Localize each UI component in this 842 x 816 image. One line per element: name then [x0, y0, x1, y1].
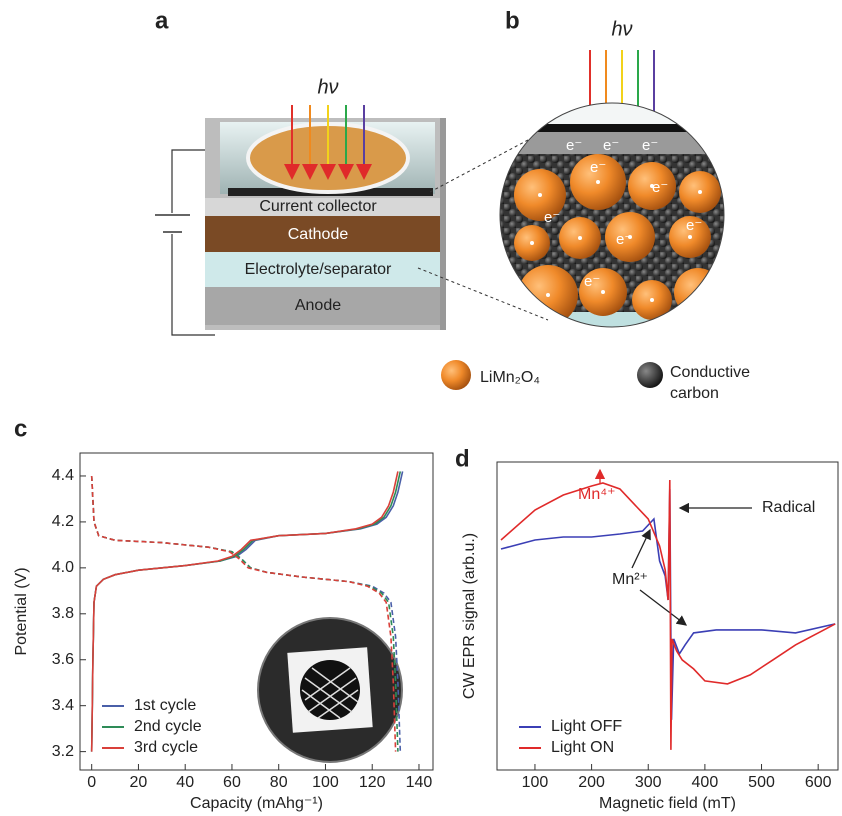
- x-tick-label: 300: [635, 774, 662, 791]
- wire: [172, 150, 208, 213]
- electron-label: e⁻: [584, 273, 600, 290]
- legend-label: Light OFF: [551, 718, 622, 735]
- legend-label: LiMn₂O₄: [480, 369, 540, 386]
- annotation-arrow: [632, 530, 650, 568]
- x-tick-label: 200: [578, 774, 605, 791]
- light-label: hν: [317, 76, 338, 98]
- panel-b: b hν e⁻ e⁻ e⁻ e⁻ e⁻ e⁻ e⁻ e⁻ e⁻ LiMn₂O₄ Conducti…: [441, 7, 750, 402]
- x-tick-label: 120: [359, 774, 386, 791]
- legend-label: 2nd cycle: [134, 718, 202, 735]
- legend-label: 3rd cycle: [134, 739, 198, 756]
- panel-a: a Current collector Cathode Electrolyte/…: [155, 7, 446, 335]
- data-line: [501, 480, 835, 750]
- annotation: Radical: [762, 499, 815, 516]
- electron-label: e⁻: [686, 217, 702, 234]
- annotation-arrow: [640, 590, 686, 625]
- x-tick-label: 100: [522, 774, 549, 791]
- layer-label: Anode: [295, 297, 341, 314]
- light-label: hν: [611, 18, 632, 40]
- electron-label: e⁻: [642, 137, 658, 154]
- layer-label: Current collector: [259, 198, 377, 215]
- x-tick-label: 60: [223, 774, 241, 791]
- x-axis-label: Magnetic field (mT): [599, 795, 736, 812]
- electron-label: e⁻: [590, 159, 606, 176]
- y-tick-label: 4.4: [52, 467, 74, 484]
- y-tick-label: 3.2: [52, 743, 74, 760]
- figure: a Current collector Cathode Electrolyte/…: [0, 0, 842, 816]
- legend-label: Conductive: [670, 364, 750, 381]
- particle-highlight: [546, 293, 550, 297]
- x-tick-label: 20: [130, 774, 148, 791]
- x-tick-label: 100: [312, 774, 339, 791]
- electron-label: e⁻: [544, 209, 560, 226]
- data-line: [501, 489, 835, 720]
- legend-marker: [441, 360, 471, 390]
- layer-label: Cathode: [288, 226, 349, 243]
- legend-marker: [637, 362, 663, 388]
- particle-highlight: [688, 235, 692, 239]
- legend-label: carbon: [670, 385, 719, 402]
- x-tick-label: 600: [805, 774, 832, 791]
- light-rays: [590, 50, 654, 112]
- coin-cell-photo: [258, 618, 402, 762]
- panel-label: c: [14, 415, 27, 442]
- layer-label: Electrolyte/separator: [245, 261, 392, 278]
- y-tick-label: 3.8: [52, 605, 74, 622]
- x-tick-label: 400: [692, 774, 719, 791]
- panel-label: a: [155, 7, 169, 34]
- y-tick-label: 4.0: [52, 559, 74, 576]
- cell-side: [440, 118, 446, 330]
- x-axis-label: Capacity (mAhg⁻¹): [190, 795, 323, 812]
- y-tick-label: 3.4: [52, 697, 74, 714]
- annotation: Mn²⁺: [612, 571, 648, 588]
- legend-label: 1st cycle: [134, 697, 196, 714]
- panel-label: b: [505, 7, 520, 34]
- electron-label: e⁻: [603, 137, 619, 154]
- y-tick-label: 3.6: [52, 651, 74, 668]
- particle-highlight: [578, 236, 582, 240]
- particle-highlight: [530, 241, 534, 245]
- particle-highlight: [698, 190, 702, 194]
- x-tick-label: 0: [87, 774, 96, 791]
- x-tick-label: 500: [748, 774, 775, 791]
- particle-highlight: [696, 290, 700, 294]
- panel-label: d: [455, 445, 470, 472]
- active-particle: [674, 268, 722, 316]
- electron-label: e⁻: [616, 231, 632, 248]
- particle-highlight: [538, 193, 542, 197]
- electron-label: e⁻: [652, 179, 668, 196]
- legend-label: Light ON: [551, 739, 614, 756]
- x-tick-label: 80: [270, 774, 288, 791]
- y-axis-label: Potential (V): [13, 567, 30, 655]
- y-axis-label: CW EPR signal (arb.u.): [461, 533, 478, 699]
- electron-label: e⁻: [566, 137, 582, 154]
- particle-highlight: [601, 290, 605, 294]
- y-tick-label: 4.2: [52, 513, 74, 530]
- x-tick-label: 40: [176, 774, 194, 791]
- x-tick-label: 140: [406, 774, 433, 791]
- particle-highlight: [596, 180, 600, 184]
- particle-highlight: [650, 298, 654, 302]
